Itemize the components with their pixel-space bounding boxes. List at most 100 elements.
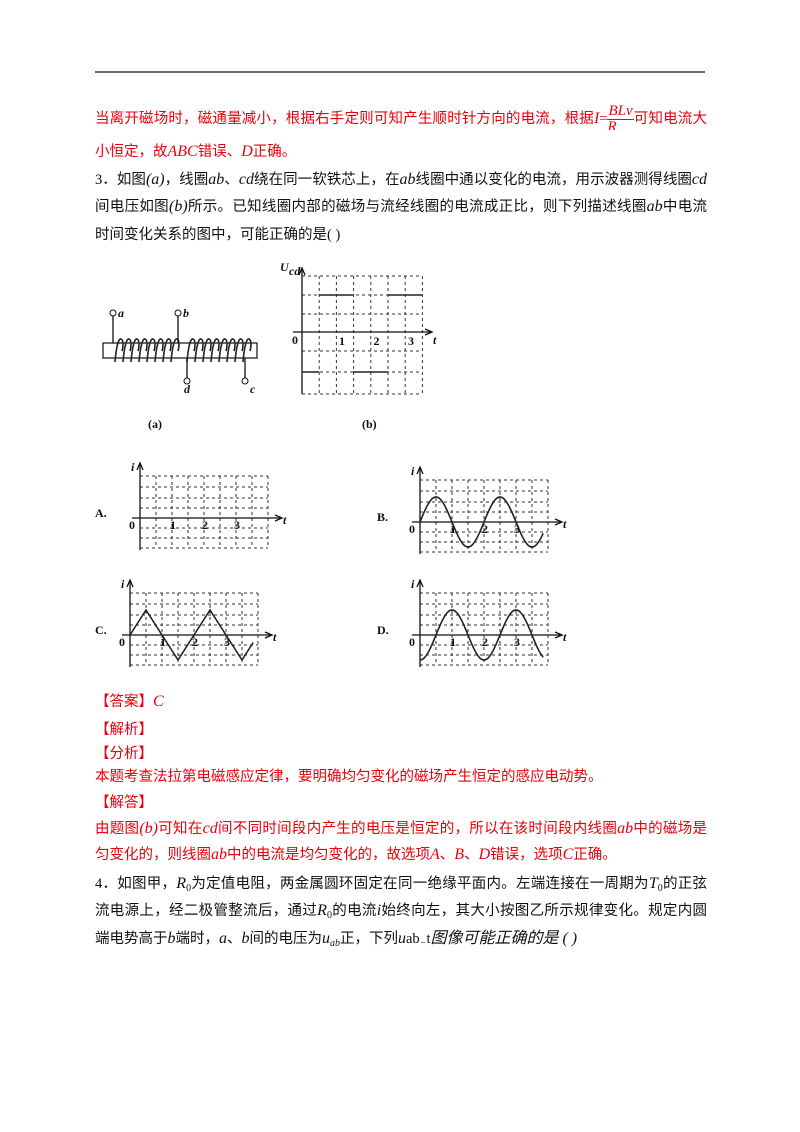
- axis-label: i: [131, 460, 135, 474]
- origin-label: 0: [292, 333, 298, 347]
- waveform: [302, 294, 422, 373]
- tick-label: 3: [514, 635, 520, 649]
- axis-label: t: [563, 517, 567, 531]
- terminal: [174, 309, 182, 317]
- text: 间的电压为: [249, 931, 323, 947]
- text: 小恒定，故: [95, 144, 168, 160]
- text: 【分析】: [95, 746, 153, 762]
- coil-loop: [170, 338, 180, 363]
- math: ab: [399, 171, 416, 188]
- axis-label: i: [411, 577, 415, 591]
- text: 流电源上，经二极管整流后，通过: [95, 903, 318, 919]
- coil-loop: [242, 338, 252, 363]
- text-line: 由题图(b)可知在cd间不同时间段内产生的电压是恒定的，所以在该时间段内线圈ab…: [95, 816, 707, 842]
- curve: [419, 496, 544, 548]
- math: cd: [238, 171, 254, 188]
- arrow: [136, 461, 144, 471]
- text: 【解析】: [95, 722, 153, 738]
- math: I: [593, 109, 600, 127]
- coil-loop: [130, 338, 140, 363]
- figure-caption: (a): [148, 417, 162, 431]
- text: 正确。: [252, 144, 297, 160]
- math: b: [241, 930, 250, 947]
- text-line: 当离开磁场时，磁通量减小，根据右手定则可知产生顺时针方向的电流，根据I= BLv R…: [95, 104, 707, 130]
- math: cd: [202, 820, 218, 837]
- math: R: [176, 875, 187, 892]
- text: 中电流随: [662, 199, 707, 215]
- math: C: [153, 693, 164, 710]
- text: 中的电流是均匀变化的，故选项: [227, 847, 430, 863]
- tick-label: 2: [202, 518, 208, 532]
- text: 本题考查法拉第电磁感应定律，要明确均匀变化的磁场产生恒定的感应电动势。: [95, 769, 603, 785]
- curve: [129, 608, 254, 662]
- math: R: [317, 902, 327, 919]
- text: 错误，选项: [490, 847, 563, 863]
- text: 线圈中通以变化的电流，用示波器测得线圈: [415, 172, 692, 188]
- coil-loop: [210, 338, 220, 363]
- option-letter: B.: [377, 510, 388, 524]
- coil-loop: [114, 338, 124, 363]
- text: ab: [406, 931, 420, 947]
- terminal-label: b: [183, 306, 189, 320]
- text: 【答案】: [95, 694, 153, 710]
- option-letter: D.: [377, 623, 389, 637]
- tick-label: 1: [450, 522, 456, 536]
- math: b: [167, 930, 176, 947]
- text: 匀变化的，则线圈: [95, 847, 211, 863]
- tick-label: 1: [339, 334, 345, 348]
- subscript: −: [419, 938, 427, 949]
- coil-loop: [154, 338, 164, 363]
- text-line: 3．如图(a)，线圈ab、cd绕在同一软铁芯上，在ab线圈中通以变化的电流，用示…: [95, 167, 707, 193]
- coil-loop: [162, 338, 172, 363]
- terminal-label: c: [250, 382, 256, 396]
- option-letter: A.: [95, 506, 107, 520]
- tick-label: 2: [192, 635, 198, 649]
- text-line: 间电压如图(b)所示。已知线圈内部的磁场与流经线圈的电流成正比，则下列描述线圈a…: [95, 194, 707, 220]
- math: (a): [145, 171, 165, 188]
- axis-label: t: [283, 513, 287, 527]
- arrow: [416, 465, 424, 475]
- coil-loop: [122, 338, 132, 363]
- coil-loop: [138, 338, 148, 363]
- math: A: [430, 846, 440, 863]
- text: 端时，: [175, 931, 220, 947]
- math: cd: [691, 171, 707, 188]
- tick-label: 1: [170, 518, 176, 532]
- text-line: 4．如图甲，R0为定值电阻，两金属圆环固定在同一绝缘平面内。左端连接在一周期为T…: [95, 871, 707, 897]
- text-line: 匀变化的，则线圈ab中的电流是均匀变化的，故选项A、B、D错误，选项C正确。: [95, 842, 707, 868]
- text: 错误、: [197, 144, 242, 160]
- coil-loop: [146, 338, 156, 363]
- math: D: [241, 143, 253, 160]
- coil-loop: [202, 338, 212, 363]
- text: 正，下列: [340, 931, 398, 947]
- text-line: 端电势高于b端时，a、b间的电压为uab正，下列uab−t图像可能正确的是 ( …: [95, 926, 707, 952]
- text: 中的磁场是均: [633, 821, 707, 837]
- origin-label: 0: [119, 635, 125, 649]
- tick-label: 3: [408, 334, 414, 348]
- tick-label: 2: [374, 334, 380, 348]
- tick-label: 2: [482, 522, 488, 536]
- axis-label: t: [433, 333, 437, 347]
- numerator: BLv: [607, 104, 634, 120]
- text: 、: [439, 847, 455, 863]
- text: ，线圈: [164, 172, 209, 188]
- text: 为定值电阻，两金属圆环固定在同一绝缘平面内。左端连接在一周期为: [191, 876, 649, 892]
- math: (b): [168, 198, 188, 215]
- text-line: 【答案】C: [95, 689, 707, 715]
- curve: [419, 609, 544, 661]
- origin-label: 0: [409, 635, 415, 649]
- text: 3．如图: [95, 172, 146, 188]
- text: 绕在同一软铁芯上，在: [253, 172, 400, 188]
- math: ab: [208, 171, 225, 188]
- terminal-label: d: [184, 382, 191, 396]
- math: u: [322, 930, 330, 947]
- arrow: [126, 578, 134, 588]
- axis-label: i: [411, 464, 415, 478]
- axis-label: i: [121, 577, 125, 591]
- math: i: [376, 902, 382, 919]
- subscript: 0: [326, 910, 332, 921]
- math: 图像可能正确的是 ( ): [430, 930, 578, 947]
- arrow: [298, 266, 306, 276]
